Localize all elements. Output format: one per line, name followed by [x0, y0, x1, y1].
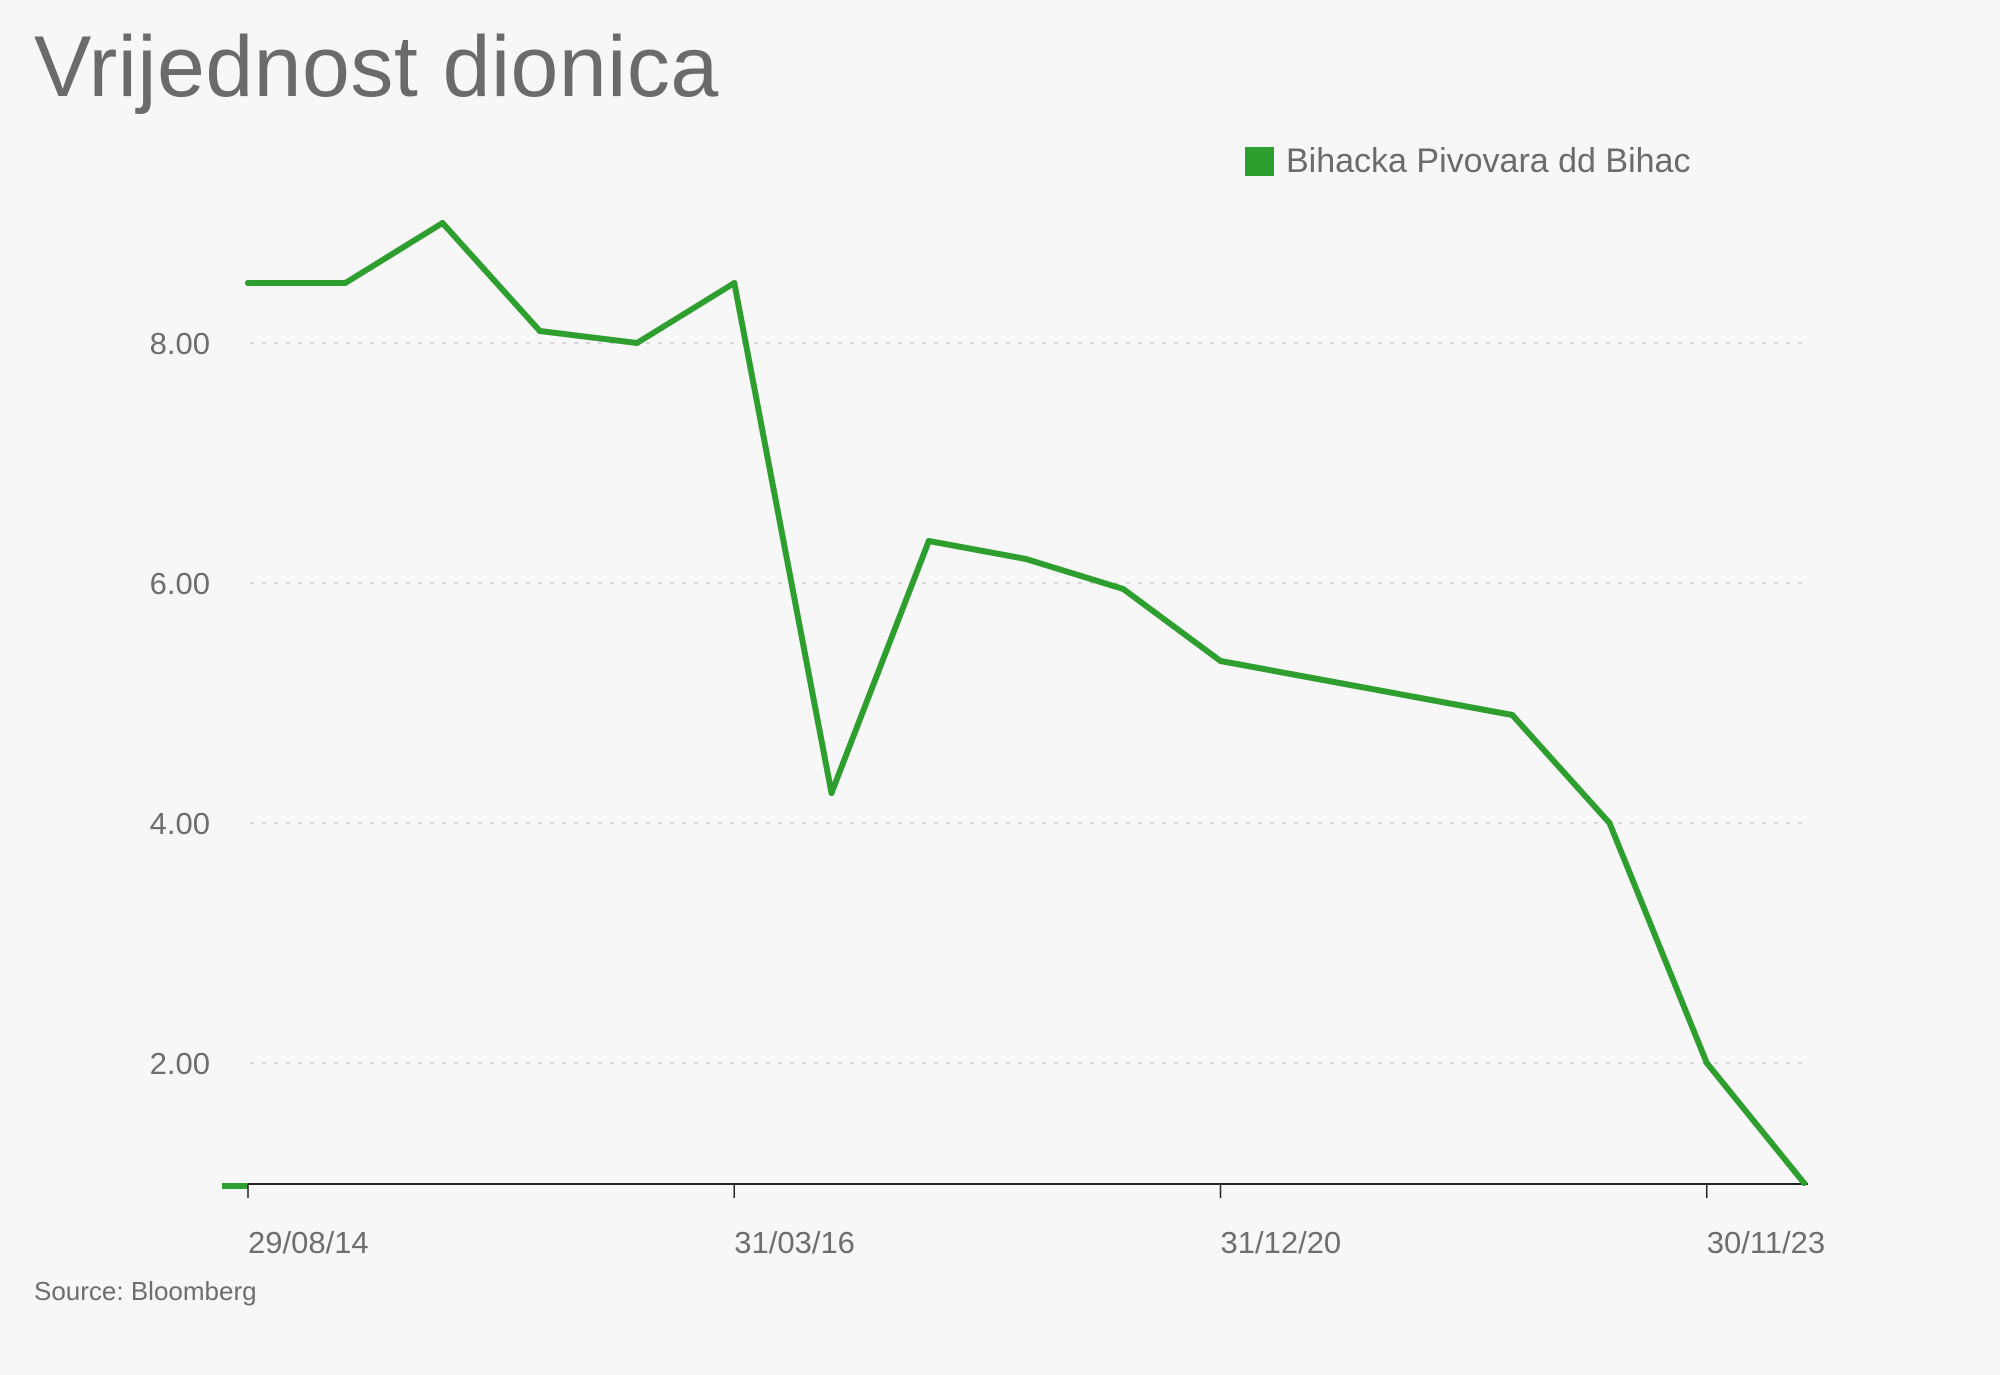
data-point — [1801, 1180, 1807, 1186]
series-line — [245, 220, 1807, 1186]
data-point — [1023, 556, 1029, 562]
legend-swatch — [1245, 147, 1274, 176]
y-tick-label: 4.00 — [150, 806, 210, 841]
data-point — [1412, 694, 1418, 700]
data-point — [1314, 676, 1321, 682]
data-point — [828, 790, 835, 796]
data-point — [245, 280, 251, 286]
x-tick-label: 29/08/14 — [248, 1225, 369, 1260]
y-tick-label: 6.00 — [150, 566, 210, 601]
legend: Bihacka Pivovara dd Bihac — [1245, 142, 1690, 181]
data-point — [634, 340, 640, 346]
data-point — [1703, 1060, 1710, 1066]
x-tick-label: 30/11/23 — [1707, 1225, 1825, 1260]
data-point — [1509, 712, 1516, 718]
source-note: Source: Bloomberg — [34, 1276, 257, 1306]
data-point — [1217, 658, 1224, 664]
data-point — [731, 280, 738, 286]
x-axis — [222, 1183, 1808, 1189]
axis-origin-marker — [222, 1183, 248, 1189]
y-tick-label: 2.00 — [150, 1046, 210, 1081]
data-point — [439, 220, 446, 226]
grid-lines — [250, 342, 1808, 1064]
x-tick-label: 31/03/16 — [734, 1225, 855, 1260]
chart-title: Vrijednost dionica — [34, 19, 719, 115]
series-layer — [245, 220, 1807, 1186]
y-tick-label: 8.00 — [150, 326, 210, 361]
data-point — [1606, 820, 1613, 826]
legend-label: Bihacka Pivovara dd Bihac — [1286, 142, 1691, 180]
data-point — [1120, 586, 1127, 592]
y-axis-ticks: 2.00 4.00 6.00 8.00 — [150, 326, 210, 1081]
data-point — [536, 328, 543, 334]
x-axis-ticks: 29/08/14 31/03/16 31/12/20 30/11/23 — [247, 1184, 1825, 1260]
x-tick-label: 31/12/20 — [1221, 1225, 1342, 1260]
data-point — [925, 538, 932, 544]
data-point — [342, 280, 349, 286]
